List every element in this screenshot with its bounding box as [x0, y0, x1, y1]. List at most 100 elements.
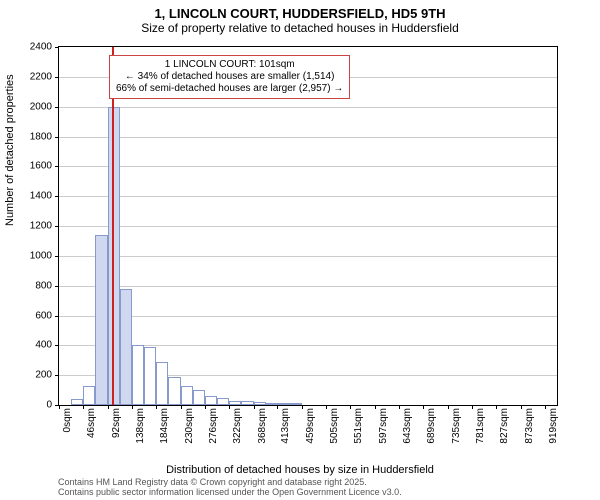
y-gridline	[59, 196, 557, 197]
x-tick	[254, 405, 255, 409]
x-tick-label: 919sqm	[548, 408, 559, 458]
x-tick	[83, 405, 84, 409]
x-tick	[229, 405, 230, 409]
histogram-bar	[241, 401, 253, 405]
annotation-line3: 66% of semi-detached houses are larger (…	[116, 83, 343, 95]
y-tick-label: 1000	[30, 250, 52, 261]
x-tick-label: 230sqm	[184, 408, 195, 458]
y-tick-label: 1200	[30, 221, 52, 232]
chart-footer: Contains HM Land Registry data © Crown c…	[58, 478, 402, 498]
y-tick	[55, 316, 59, 317]
y-tick-label: 400	[35, 340, 52, 351]
x-tick-label: 597sqm	[378, 408, 389, 458]
x-tick	[277, 405, 278, 409]
x-tick	[156, 405, 157, 409]
y-gridline	[59, 107, 557, 108]
footer-line2: Contains public sector information licen…	[58, 488, 402, 498]
x-tick	[350, 405, 351, 409]
y-tick	[55, 166, 59, 167]
y-tick	[55, 47, 59, 48]
histogram-bar	[254, 402, 266, 405]
y-gridline	[59, 316, 557, 317]
annotation-line2: ← 34% of detached houses are smaller (1,…	[116, 71, 343, 83]
histogram-bar	[217, 398, 229, 405]
y-gridline	[59, 256, 557, 257]
x-tick-label: 92sqm	[111, 408, 122, 458]
y-tick	[55, 286, 59, 287]
histogram-bar	[83, 386, 95, 405]
y-tick-label: 1600	[30, 161, 52, 172]
y-gridline	[59, 166, 557, 167]
x-tick	[181, 405, 182, 409]
x-tick	[326, 405, 327, 409]
x-tick-label: 459sqm	[305, 408, 316, 458]
y-tick	[55, 226, 59, 227]
histogram-bar	[132, 345, 144, 405]
x-tick-label: 735sqm	[451, 408, 462, 458]
x-tick	[399, 405, 400, 409]
histogram-bar	[181, 386, 193, 405]
chart-subtitle: Size of property relative to detached ho…	[0, 21, 600, 35]
chart-title: 1, LINCOLN COURT, HUDDERSFIELD, HD5 9TH	[0, 0, 600, 21]
y-gridline	[59, 286, 557, 287]
annotation-box: 1 LINCOLN COURT: 101sqm ← 34% of detache…	[109, 55, 350, 99]
x-tick-label: 551sqm	[353, 408, 364, 458]
x-tick	[472, 405, 473, 409]
y-tick	[55, 375, 59, 376]
histogram-bar	[205, 396, 217, 405]
histogram-bar	[266, 403, 278, 405]
x-tick-label: 689sqm	[426, 408, 437, 458]
x-tick	[108, 405, 109, 409]
histogram-bar	[144, 347, 156, 405]
y-tick	[55, 196, 59, 197]
y-tick-label: 1400	[30, 191, 52, 202]
histogram-bar	[229, 401, 241, 405]
x-tick-label: 827sqm	[499, 408, 510, 458]
x-tick	[59, 405, 60, 409]
histogram-bar	[168, 377, 180, 405]
histogram-bar	[289, 403, 301, 405]
y-tick-label: 800	[35, 280, 52, 291]
x-tick	[521, 405, 522, 409]
y-tick-label: 2200	[30, 71, 52, 82]
x-tick-label: 505sqm	[329, 408, 340, 458]
x-tick	[496, 405, 497, 409]
x-tick-label: 413sqm	[280, 408, 291, 458]
y-tick-label: 600	[35, 310, 52, 321]
y-tick	[55, 137, 59, 138]
y-tick-label: 2400	[30, 42, 52, 53]
histogram-bar	[95, 235, 107, 405]
y-tick	[55, 345, 59, 346]
x-tick-label: 184sqm	[159, 408, 170, 458]
y-gridline	[59, 137, 557, 138]
histogram-bar	[156, 362, 168, 405]
x-tick	[448, 405, 449, 409]
y-tick-label: 200	[35, 370, 52, 381]
property-marker-line	[112, 47, 114, 405]
x-tick-label: 368sqm	[257, 408, 268, 458]
x-tick-label: 0sqm	[62, 408, 73, 458]
y-tick	[55, 77, 59, 78]
x-tick-label: 322sqm	[232, 408, 243, 458]
histogram-bar	[120, 289, 132, 405]
x-tick	[302, 405, 303, 409]
x-tick-label: 643sqm	[402, 408, 413, 458]
x-tick-label: 276sqm	[208, 408, 219, 458]
y-tick-label: 1800	[30, 131, 52, 142]
y-tick	[55, 256, 59, 257]
x-tick	[545, 405, 546, 409]
x-tick	[423, 405, 424, 409]
x-tick-label: 46sqm	[86, 408, 97, 458]
x-tick-label: 873sqm	[524, 408, 535, 458]
y-tick	[55, 107, 59, 108]
y-gridline	[59, 226, 557, 227]
chart-container: 1, LINCOLN COURT, HUDDERSFIELD, HD5 9TH …	[0, 0, 600, 500]
y-axis-label: Number of detached properties	[4, 74, 16, 226]
x-tick	[205, 405, 206, 409]
histogram-bar	[71, 399, 83, 405]
histogram-bar	[193, 390, 205, 405]
plot-area: 1 LINCOLN COURT: 101sqm ← 34% of detache…	[58, 46, 558, 406]
y-tick-label: 2000	[30, 101, 52, 112]
x-tick	[375, 405, 376, 409]
annotation-line1: 1 LINCOLN COURT: 101sqm	[116, 59, 343, 71]
